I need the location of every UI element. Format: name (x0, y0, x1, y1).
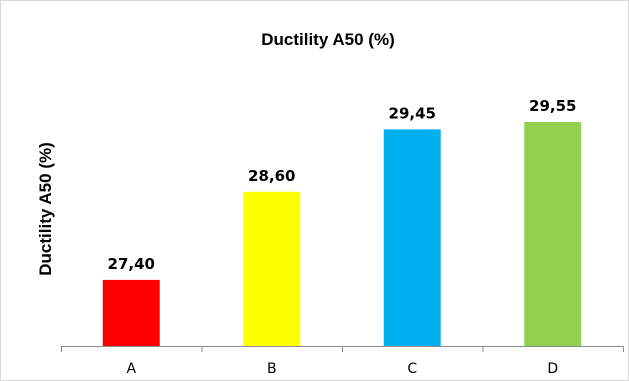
x-tick-label-c: C (407, 361, 417, 377)
data-label-d: 29,55 (529, 97, 576, 115)
data-label-b: 28,60 (248, 167, 295, 185)
chart-title: Ductility A50 (%) (261, 30, 395, 49)
data-labels-layer: 27,40 28,60 29,45 29,55 (108, 97, 577, 273)
data-label-a: 27,40 (108, 255, 155, 273)
y-axis-label: Ductility A50 (%) (36, 142, 55, 276)
x-axis: A B C D (61, 346, 624, 377)
bar-c (383, 129, 441, 346)
bar-b (243, 191, 301, 346)
bar-d (524, 122, 582, 347)
x-tick-label-a: A (126, 361, 136, 377)
x-tick-label-d: D (547, 361, 558, 377)
x-tick-label-b: B (267, 361, 277, 377)
data-label-c: 29,45 (389, 104, 436, 122)
bars-layer (102, 122, 582, 347)
bar-a (102, 279, 160, 346)
